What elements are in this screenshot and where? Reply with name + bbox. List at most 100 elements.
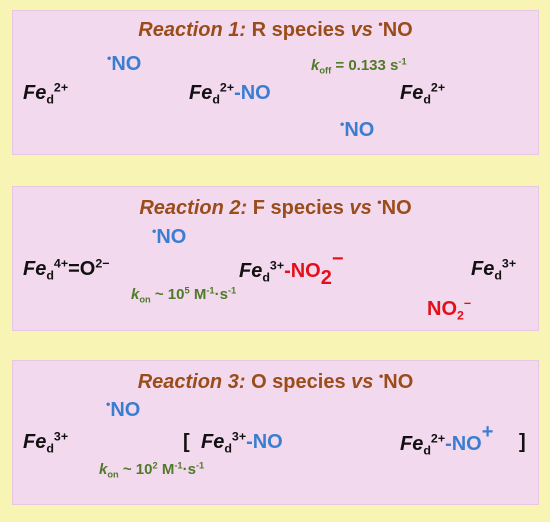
oxo-charge: 2− <box>95 256 110 271</box>
reaction3-resonance-form-1: Fed3+-NO <box>201 429 283 456</box>
charge: 2+ <box>53 80 69 95</box>
reaction1-koff-label: koff = 0.133 s-1 <box>311 56 407 76</box>
reaction3-panel: Reaction 3: O species vs •NO Fed3+ •NO k… <box>12 360 539 505</box>
reaction3-kon-label: kon ~ 102 M-1·s-1 <box>99 460 205 480</box>
charge: 2+ <box>219 80 235 95</box>
radical-dot: • <box>378 17 383 32</box>
rate-prefix: ~ 10 <box>118 461 153 478</box>
reaction2-title-name: Reaction 2: <box>139 197 248 219</box>
radical-dot: • <box>106 397 111 412</box>
rate-unit-s-exp: -1 <box>227 285 237 296</box>
fe-symbol: Fe <box>400 433 424 455</box>
reaction3-bracket-open: [ <box>183 431 190 453</box>
reaction1-title-species: R species <box>251 19 346 41</box>
reaction2-product-fe-no2: Fed3+-NO2− <box>239 249 344 288</box>
charge: 3+ <box>53 429 69 444</box>
rate-value: = 0.133 s <box>331 57 399 74</box>
reaction2-title-vs: vs <box>349 197 372 219</box>
fe-subscript: d <box>494 268 502 283</box>
no2-subscript: 2 <box>320 267 332 289</box>
fe-symbol: Fe <box>189 82 213 104</box>
reaction1-no-in: •NO <box>107 51 142 75</box>
fe-subscript: d <box>46 92 54 107</box>
fe-symbol: Fe <box>471 258 495 280</box>
reaction2-product-fe: Fed3+ <box>471 256 517 283</box>
fe-subscript: d <box>46 441 54 456</box>
reaction3-resonance-form-2: Fed2+-NO+ <box>400 422 493 458</box>
rate-unit-m: M <box>157 461 175 478</box>
reaction3-title-no: NO <box>383 371 414 393</box>
fe-symbol: Fe <box>23 82 47 104</box>
reaction3-title-vs: vs <box>351 371 374 393</box>
rate-k: k <box>131 286 140 303</box>
no-ligand: -NO <box>234 82 271 104</box>
reaction3-title-name: Reaction 3: <box>137 371 246 393</box>
no-label: NO <box>110 399 141 421</box>
fe-symbol: Fe <box>400 82 424 104</box>
rate-exponent: 5 <box>184 285 190 296</box>
fe-subscript: d <box>46 268 54 283</box>
rate-subscript: on <box>107 469 119 480</box>
radical-dot: • <box>378 369 384 384</box>
reaction1-title-vs: vs <box>350 19 373 41</box>
no-ligand: -NO <box>246 431 283 453</box>
rate-exponent: 2 <box>152 460 158 471</box>
radical-dot: • <box>340 117 345 132</box>
reaction2-panel: Reaction 2: F species vs •NO Fed4+=O2− •… <box>12 186 539 331</box>
fe-symbol: Fe <box>23 431 47 453</box>
no-label: NO <box>156 226 187 248</box>
reaction3-no-in: •NO <box>106 397 141 421</box>
charge: 3+ <box>501 256 517 271</box>
reaction1-title-no: NO <box>382 19 413 41</box>
rate-exponent: -1 <box>398 56 407 67</box>
radical-dot: • <box>152 224 157 239</box>
no-label: NO <box>344 119 375 141</box>
reaction2-reactant: Fed4+=O2− <box>23 256 110 283</box>
radical-dot: • <box>107 51 112 66</box>
rate-k: k <box>311 57 320 74</box>
bond-dash: - <box>284 260 291 282</box>
rate-unit-s-exp: -1 <box>195 460 205 471</box>
reaction3-title-species: O species <box>251 371 346 393</box>
reaction1-title-name: Reaction 1: <box>138 19 247 41</box>
radical-dot: • <box>377 195 382 210</box>
no2-subscript: 2 <box>457 308 464 323</box>
reaction3-reactant: Fed3+ <box>23 429 69 456</box>
rate-unit-m: M <box>189 286 207 303</box>
reaction3-title: Reaction 3: O species vs •NO <box>13 369 538 394</box>
reaction2-kon-label: kon ~ 105 M-1·s-1 <box>131 285 237 305</box>
reaction1-product-fe: Fed2+ <box>400 80 446 107</box>
rate-k: k <box>99 461 108 478</box>
reaction1-panel: Reaction 1: R species vs •NO Fed2+ •NO F… <box>12 10 539 155</box>
reaction2-no2-out: NO2− <box>427 297 471 323</box>
no-charge: + <box>481 421 494 443</box>
rate-subscript: on <box>139 294 151 305</box>
charge: 4+ <box>53 256 69 271</box>
fe-subscript: d <box>423 443 431 458</box>
rate-unit-s: ·s <box>182 461 196 478</box>
fe-subscript: d <box>212 92 220 107</box>
no2-ligand: NO <box>290 260 321 282</box>
no-label: NO <box>111 53 142 75</box>
rate-subscript: off <box>319 65 332 76</box>
rate-unit-m-exp: -1 <box>206 285 215 296</box>
reaction1-title: Reaction 1: R species vs •NO <box>13 17 538 42</box>
fe-subscript: d <box>423 92 431 107</box>
rate-prefix: ~ 10 <box>150 286 185 303</box>
fe-subscript: d <box>224 441 232 456</box>
fe-subscript: d <box>262 270 270 285</box>
rate-unit-m-exp: -1 <box>174 460 183 471</box>
no-ligand: -NO <box>445 433 482 455</box>
reaction3-bracket-close: ] <box>519 431 526 453</box>
reaction1-product-fe-no: Fed2+-NO <box>189 80 271 107</box>
rate-unit-s: ·s <box>214 286 228 303</box>
oxo-ligand: =O <box>68 258 96 280</box>
reaction1-reactant: Fed2+ <box>23 80 69 107</box>
charge: 3+ <box>269 258 285 273</box>
reaction2-title: Reaction 2: F species vs •NO <box>13 195 538 220</box>
fe-symbol: Fe <box>239 260 263 282</box>
charge: 2+ <box>430 80 446 95</box>
charge: 3+ <box>231 429 247 444</box>
reaction1-no-out: •NO <box>340 117 375 141</box>
no2-label: NO <box>427 298 457 320</box>
